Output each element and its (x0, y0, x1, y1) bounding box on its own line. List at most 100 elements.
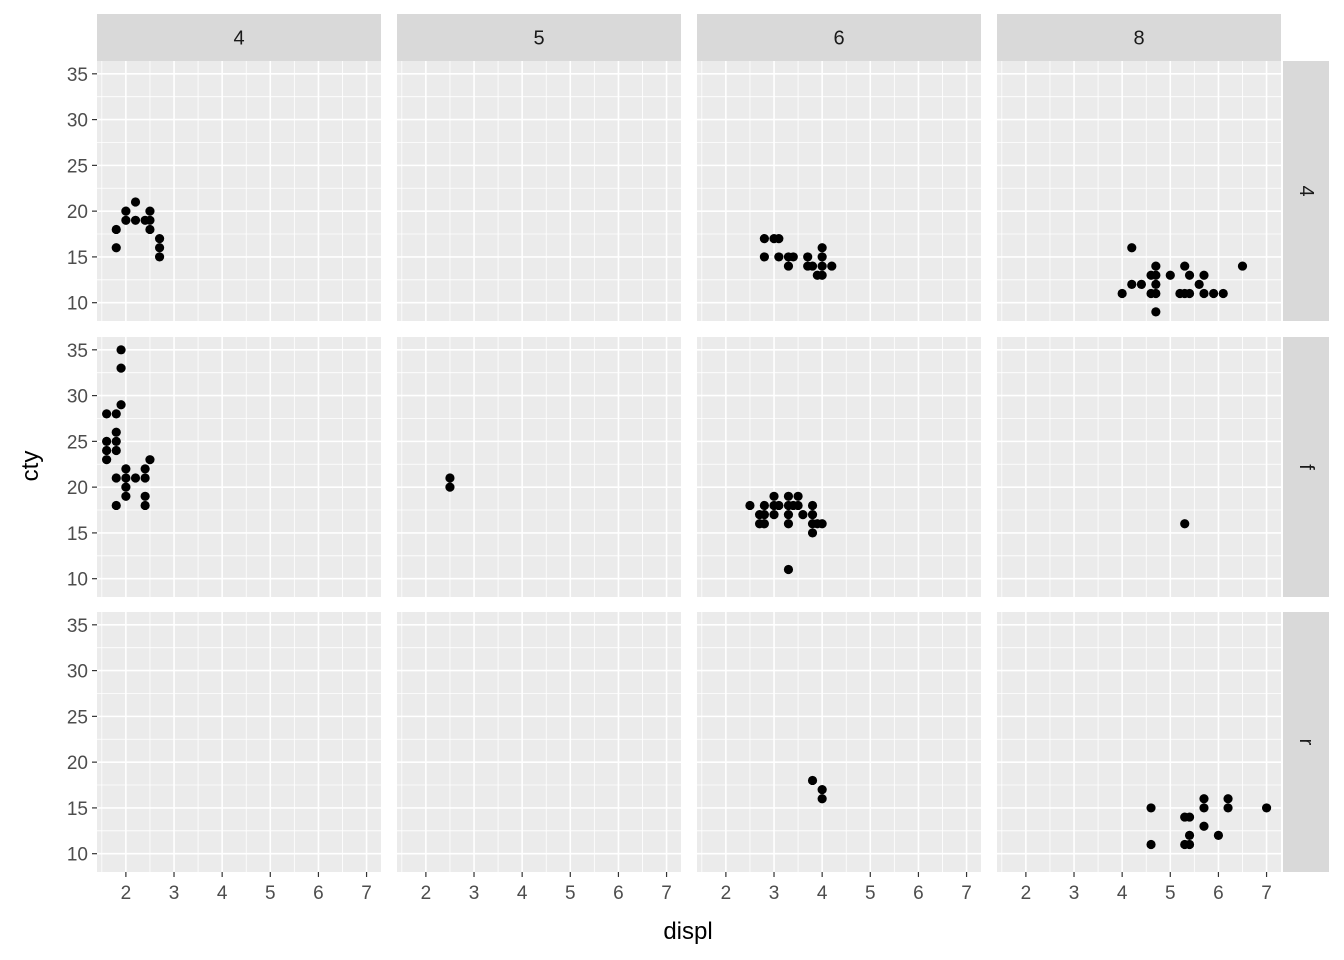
y-tick-label: 10 (67, 570, 88, 591)
data-point (774, 234, 784, 244)
data-point (116, 363, 126, 373)
row-strip-f (1283, 337, 1329, 597)
y-tick-label: 30 (67, 111, 88, 132)
data-point (102, 455, 112, 465)
panel-f-6 (697, 337, 981, 597)
data-point (817, 519, 827, 529)
data-point (817, 794, 827, 804)
data-point (783, 564, 794, 575)
data-point (445, 482, 455, 492)
row-strip-r (1283, 612, 1329, 872)
data-point (1199, 270, 1209, 280)
data-point (111, 224, 121, 235)
data-point (111, 473, 121, 483)
data-point (154, 252, 165, 262)
panel-r-8 (997, 612, 1281, 872)
y-tick-label: 20 (67, 478, 88, 499)
data-point (121, 491, 131, 501)
data-point (111, 445, 121, 456)
y-tick-label: 35 (67, 341, 88, 362)
x-tick-label: 5 (865, 883, 876, 904)
data-point (793, 500, 803, 511)
x-tick-label: 6 (913, 883, 924, 904)
data-point (803, 252, 813, 262)
panel-4-6 (697, 61, 981, 321)
data-point (111, 243, 121, 253)
data-point (121, 482, 131, 492)
data-point (102, 436, 112, 446)
data-point (130, 473, 141, 483)
data-point (145, 224, 155, 235)
row-strip-label-r: r (1295, 739, 1317, 746)
y-tick-label: 30 (67, 662, 88, 683)
x-tick-label: 2 (421, 883, 432, 904)
data-point (111, 427, 121, 437)
data-point (1184, 839, 1195, 850)
x-tick-label: 2 (1021, 883, 1032, 904)
x-tick-label: 5 (565, 883, 576, 904)
panel-r-4 (97, 612, 381, 872)
data-point (1199, 288, 1209, 299)
data-point (1223, 794, 1233, 804)
column-strip-label-8: 8 (1133, 28, 1144, 50)
x-tick-label: 2 (721, 883, 732, 904)
data-point (1223, 803, 1233, 813)
data-point (793, 491, 803, 501)
data-point (145, 206, 155, 216)
data-point (1117, 288, 1127, 299)
y-axis-title: cty (17, 451, 44, 482)
data-point (759, 500, 769, 511)
panel-r-6 (697, 612, 981, 872)
data-point (121, 473, 131, 483)
y-tick-label: 15 (67, 524, 88, 545)
data-point (121, 464, 131, 474)
x-tick-label: 7 (661, 883, 672, 904)
data-point (154, 243, 165, 253)
x-tick-label: 5 (1165, 883, 1176, 904)
data-point (145, 455, 155, 465)
data-point (121, 215, 131, 225)
y-tick-label: 10 (67, 845, 88, 866)
data-point (1184, 288, 1195, 299)
data-point (1151, 288, 1161, 299)
x-tick-label: 6 (1213, 883, 1224, 904)
data-point (1136, 279, 1147, 289)
data-point (111, 500, 121, 511)
y-tick-label: 20 (67, 202, 88, 223)
data-point (130, 215, 141, 225)
data-point (1151, 279, 1161, 289)
panel-f-4 (97, 337, 381, 597)
x-tick-label: 3 (769, 883, 780, 904)
data-point (817, 785, 827, 795)
data-point (1184, 812, 1195, 822)
y-tick-label: 25 (67, 707, 88, 728)
data-point (759, 519, 769, 529)
data-point (769, 491, 779, 501)
data-point (759, 252, 769, 262)
column-strip-8 (997, 14, 1281, 61)
data-point (140, 473, 150, 483)
data-point (1151, 261, 1161, 271)
data-point (121, 206, 131, 216)
panel-f-5 (397, 337, 681, 597)
data-point (807, 775, 818, 786)
data-point (1237, 261, 1248, 271)
y-tick-label: 35 (67, 65, 88, 86)
x-tick-label: 7 (961, 883, 972, 904)
data-point (807, 528, 818, 538)
data-point (745, 500, 755, 511)
data-point (817, 243, 827, 253)
column-strip-label-4: 4 (233, 28, 244, 50)
y-tick-label: 15 (67, 248, 88, 269)
y-tick-label: 35 (67, 616, 88, 637)
x-tick-label: 7 (361, 883, 372, 904)
data-point (1151, 270, 1161, 280)
column-strip-label-6: 6 (833, 28, 844, 50)
y-tick-label: 25 (67, 432, 88, 453)
data-point (1184, 270, 1195, 280)
data-point (769, 510, 779, 520)
data-point (1146, 803, 1156, 813)
x-tick-label: 3 (1069, 883, 1080, 904)
data-point (1165, 270, 1175, 280)
